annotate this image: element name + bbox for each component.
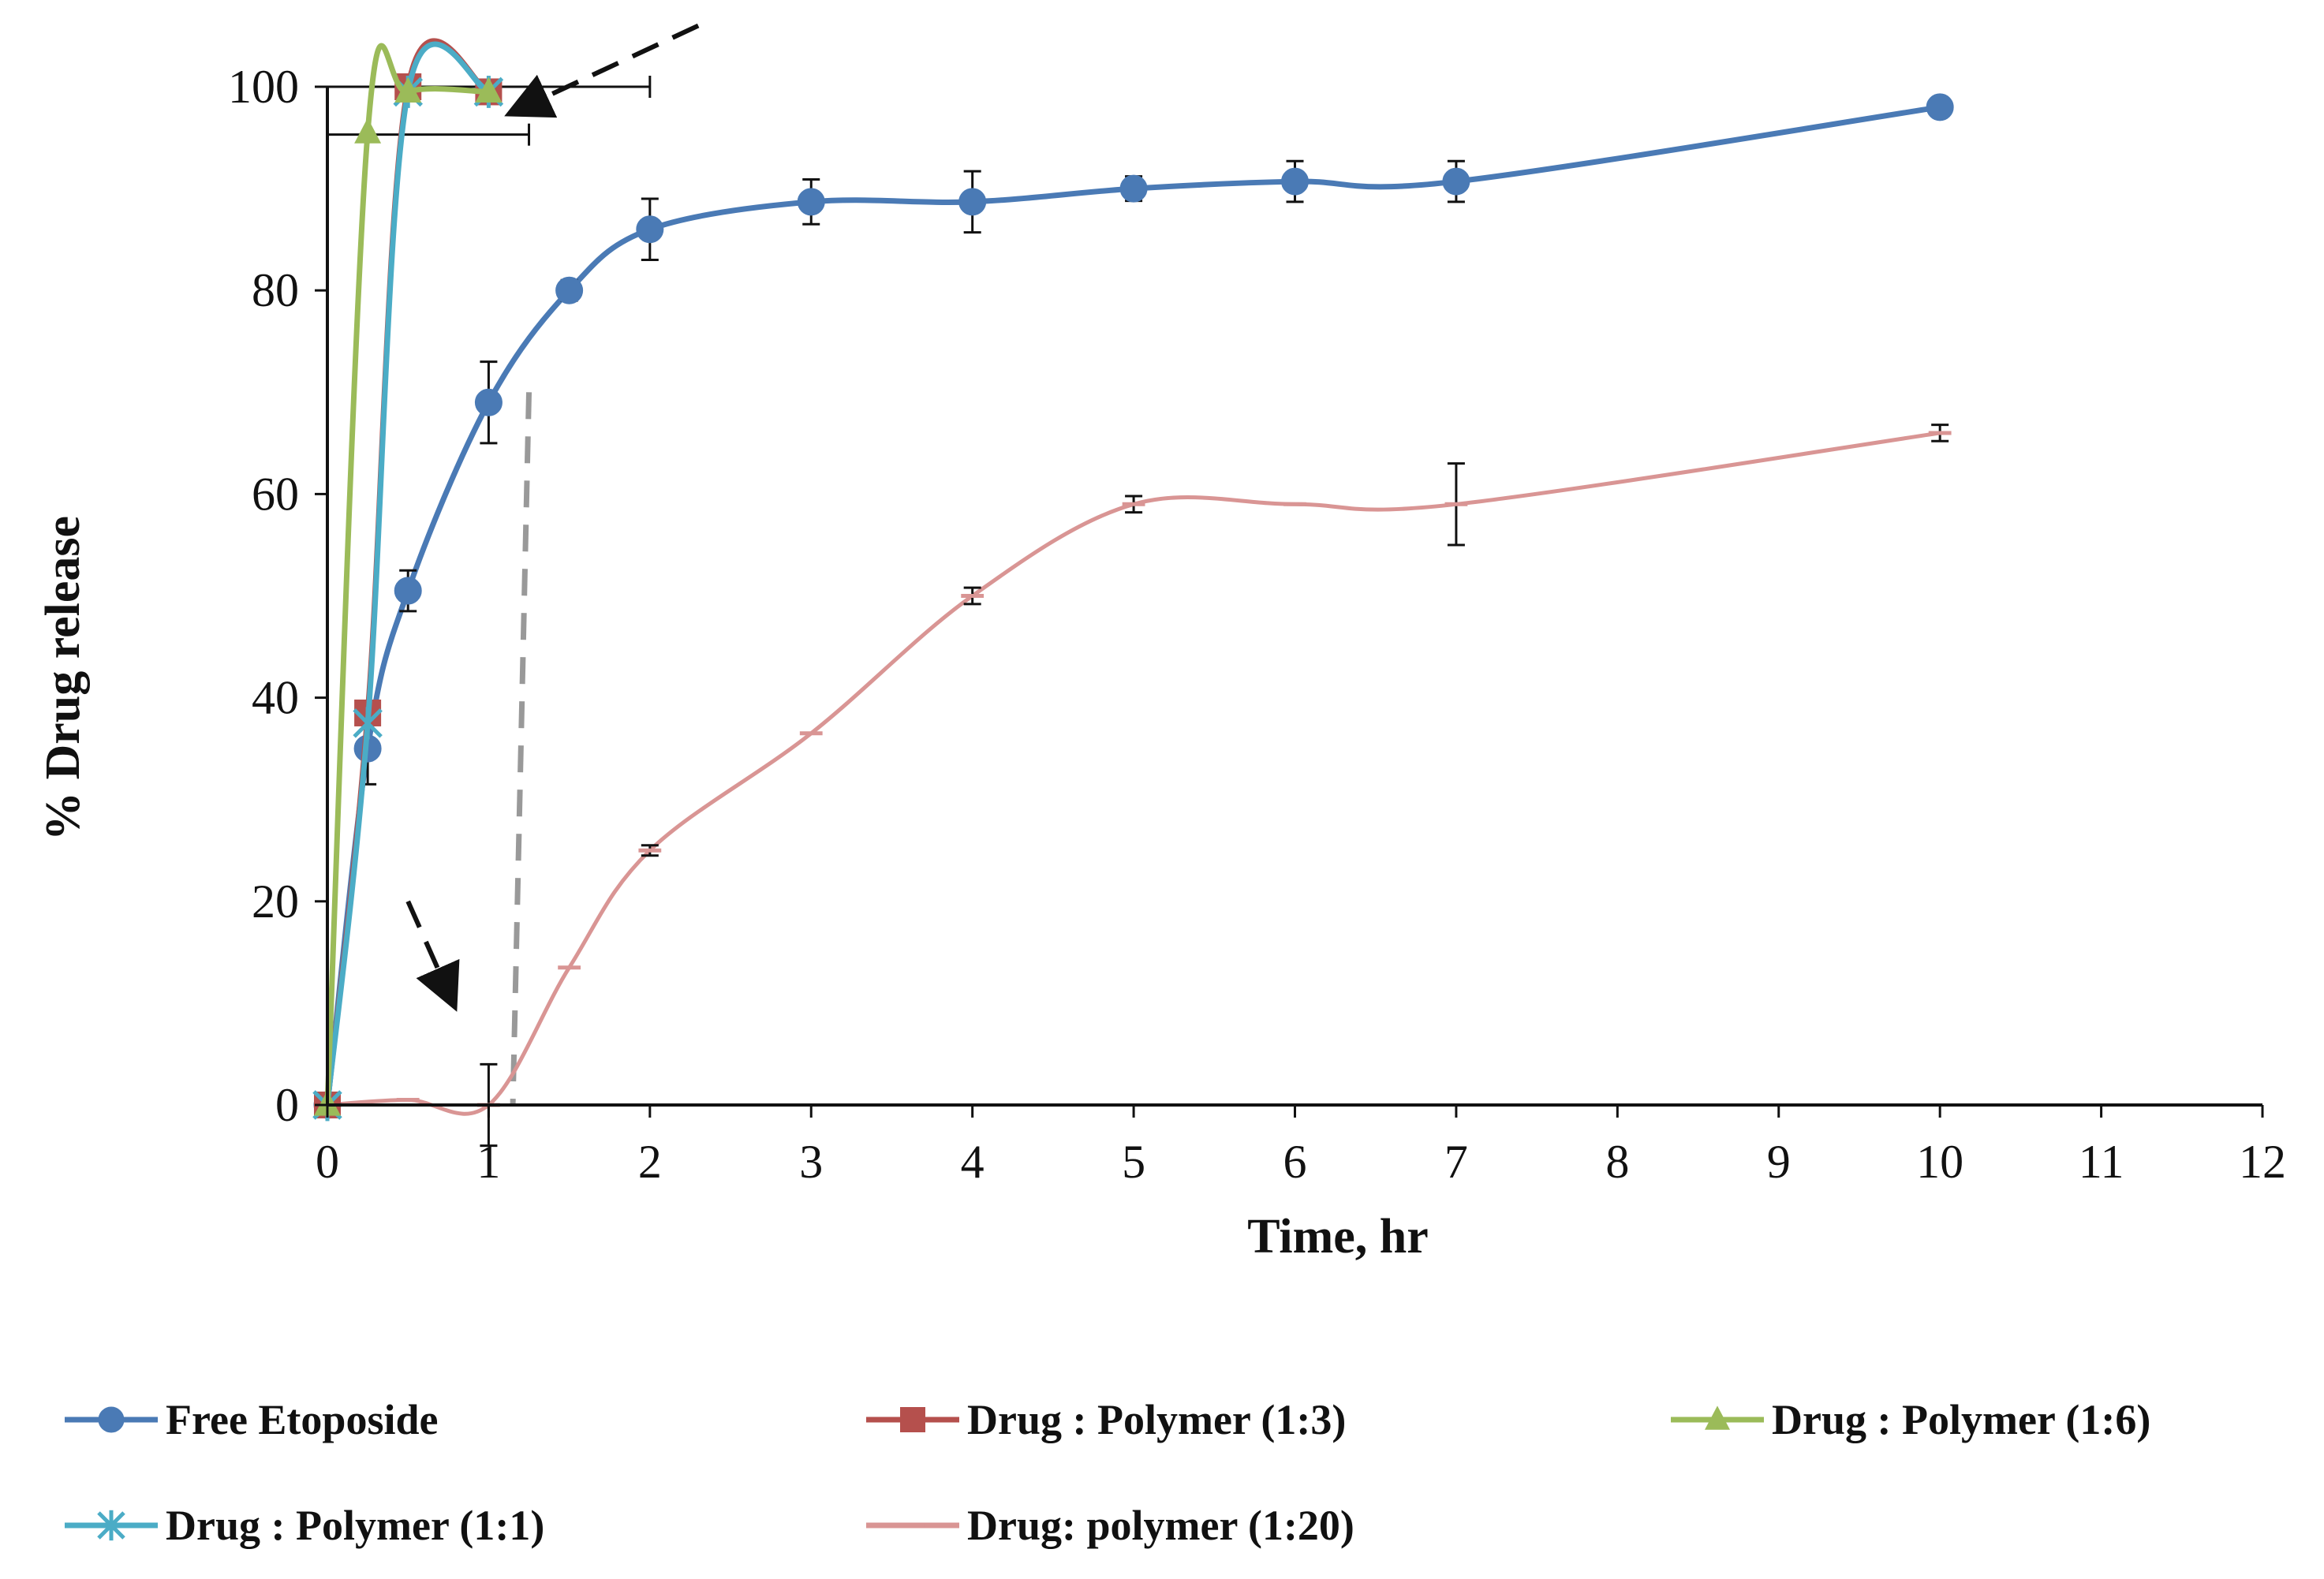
legend-swatch-marker bbox=[98, 1406, 125, 1433]
y-tick-label: 100 bbox=[228, 61, 299, 113]
data-point bbox=[394, 577, 422, 605]
x-axis-title: Time, hr bbox=[1247, 1210, 1429, 1264]
legend-item-2: Drug : Polymer (1:3) bbox=[866, 1396, 1346, 1443]
x-tick-label: 8 bbox=[1605, 1136, 1629, 1188]
x-tick-label: 0 bbox=[316, 1136, 339, 1188]
data-point bbox=[555, 276, 584, 304]
y-tick-label: 60 bbox=[252, 468, 299, 520]
x-tick-label: 6 bbox=[1283, 1136, 1307, 1188]
series-line bbox=[324, 104, 1941, 1106]
data-point bbox=[394, 77, 422, 103]
legend-item-1: Free Etoposide bbox=[65, 1396, 438, 1443]
legend-label: Free Etoposide bbox=[166, 1396, 438, 1443]
annotation-arrow-1 bbox=[504, 23, 700, 118]
legend-label: Drug: polymer (1:20) bbox=[967, 1502, 1354, 1549]
data-point bbox=[1442, 167, 1470, 196]
legend-item-5: Drug: polymer (1:20) bbox=[866, 1502, 1354, 1549]
legend-label: Drug : Polymer (1:3) bbox=[967, 1396, 1346, 1443]
legend-label: Drug : Polymer (1:1) bbox=[166, 1502, 544, 1549]
legend: Free Etoposide Drug : Polymer (1:3) Drug :… bbox=[65, 1396, 2150, 1549]
y-tick-label: 20 bbox=[252, 875, 299, 928]
legend-item-4: Drug : Polymer (1:1) bbox=[65, 1502, 544, 1549]
data-point bbox=[797, 188, 825, 216]
y-axis-title: % Drug release bbox=[36, 516, 90, 841]
x-tick-label: 9 bbox=[1767, 1136, 1791, 1188]
plot-area bbox=[312, 23, 1954, 1148]
legend-swatch-marker bbox=[1705, 1405, 1730, 1430]
x-tick-label: 10 bbox=[1916, 1136, 1963, 1188]
data-point bbox=[354, 118, 382, 144]
data-point bbox=[353, 707, 383, 740]
data-point bbox=[636, 215, 664, 244]
x-tick-label: 11 bbox=[2079, 1136, 2124, 1188]
series-line bbox=[324, 41, 490, 1106]
y-tick-label: 80 bbox=[252, 264, 299, 316]
x-tick-label: 2 bbox=[638, 1136, 662, 1188]
annotation-arrow-2 bbox=[405, 900, 460, 1012]
x-tick-label: 3 bbox=[799, 1136, 823, 1188]
x-tick-label: 1 bbox=[476, 1136, 500, 1188]
legend-swatch-marker bbox=[900, 1407, 925, 1432]
data-point bbox=[1926, 93, 1954, 121]
legend-swatch-marker bbox=[97, 1510, 125, 1541]
x-tick-label: 7 bbox=[1444, 1136, 1468, 1188]
data-point bbox=[958, 188, 987, 216]
series-drug-polymer-1-20- bbox=[316, 424, 1952, 1148]
vertical-dashed-annotation bbox=[510, 392, 532, 1106]
x-tick-label: 12 bbox=[2239, 1136, 2286, 1188]
x-tick-label: 4 bbox=[961, 1136, 985, 1188]
data-point bbox=[475, 77, 503, 103]
series-line bbox=[327, 431, 1941, 1116]
data-point bbox=[474, 388, 503, 416]
legend-item-3: Drug : Polymer (1:6) bbox=[1671, 1396, 2150, 1443]
y-tick-label: 0 bbox=[275, 1079, 299, 1131]
series-free-etoposide bbox=[313, 93, 1954, 1119]
data-point bbox=[1119, 174, 1148, 203]
x-tick-label: 5 bbox=[1122, 1136, 1145, 1188]
y-tick-label: 40 bbox=[252, 672, 299, 724]
legend-label: Drug : Polymer (1:6) bbox=[1772, 1396, 2150, 1443]
data-point bbox=[1281, 167, 1309, 196]
